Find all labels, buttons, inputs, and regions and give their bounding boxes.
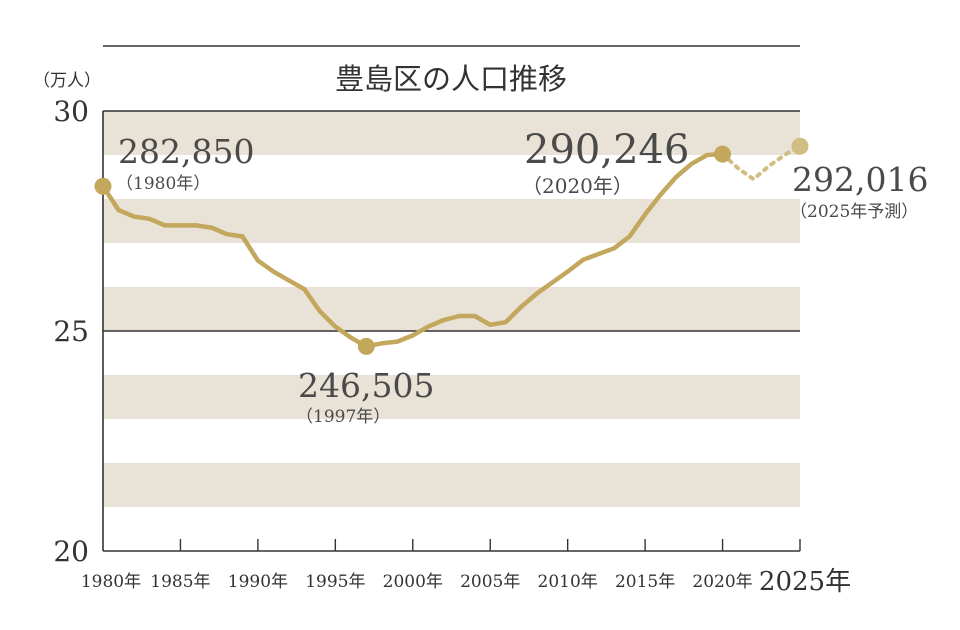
band [103,111,800,155]
x-tick-label: 2015年 [615,572,675,592]
band [103,375,800,419]
annotation-value: 290,246 [524,127,689,173]
y-tick-label: 20 [53,535,89,568]
x-tick-label: 1985年 [150,572,210,592]
x-tick-label: 2025年 [759,567,851,597]
y-unit-label: （万人） [33,71,101,91]
point-annotations: 282,850 （1980年） 246,505（1997年） 290,246（2020… [116,127,928,427]
data-point [791,137,809,155]
gridlines [103,110,800,332]
annotation-value: 282,850 [118,132,254,171]
population-line [100,151,725,349]
x-tick-label: 1980年 [81,572,141,592]
highlight-points [94,137,809,355]
y-tick-label: 30 [53,95,89,128]
annotation-year: （1997年） [296,407,390,427]
y-tick-labels: 30 25 20 [53,95,89,568]
annotation-year: （2020年） [522,174,633,198]
x-tick-label: 2010年 [538,572,598,592]
annotation-year: （2025年予測） [790,202,918,222]
x-tick-label: 2005年 [460,572,520,592]
y-tick-label: 25 [53,315,89,348]
projection-line [720,144,802,182]
x-tick-label: 2020年 [692,572,752,592]
annotation-value: 292,016 [792,160,928,199]
chart-title: 豊島区の人口推移 [335,62,567,96]
data-point [714,145,732,163]
annotation-value: 246,505 [298,366,434,405]
band [103,287,800,331]
annotation-year: （1980年） [116,174,210,194]
x-tick-label: 2000年 [383,572,443,592]
x-tick-labels: 1980年 1985年 1990年 1995年 2000年 2005年 2010年 2015年… [81,567,851,597]
x-tick-label: 1995年 [305,572,365,592]
band [103,199,800,243]
background-bands [103,111,800,507]
data-point [94,177,112,195]
series-lines [100,144,802,349]
data-point [357,337,375,355]
x-tick-label: 1990年 [228,572,288,592]
band [103,463,800,507]
